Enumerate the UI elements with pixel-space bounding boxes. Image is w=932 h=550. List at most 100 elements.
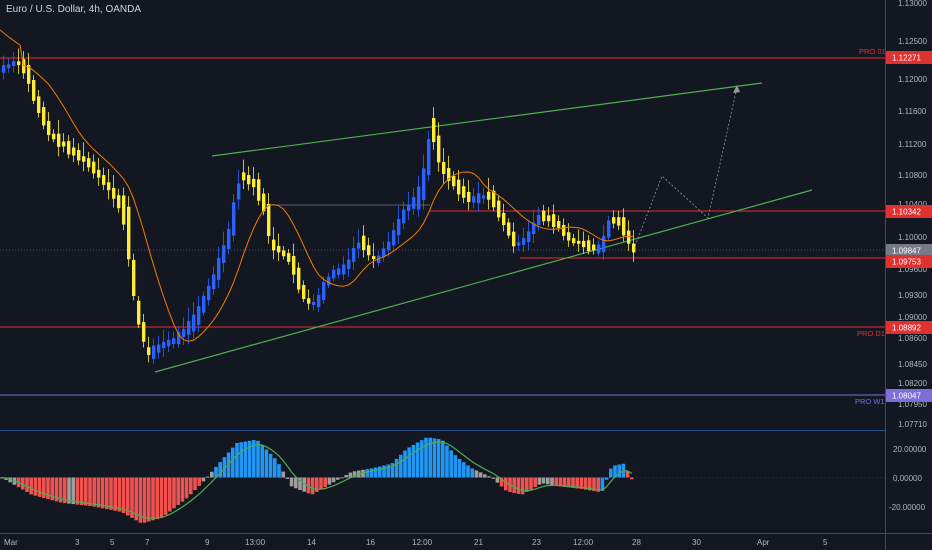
histogram-bar bbox=[210, 471, 214, 478]
histogram-bar bbox=[306, 477, 311, 494]
candle-body bbox=[67, 141, 71, 155]
histogram-bar bbox=[247, 440, 252, 478]
time-tick: 5 bbox=[110, 538, 115, 547]
histogram-bar bbox=[126, 477, 130, 516]
histogram-bar bbox=[231, 447, 235, 478]
candle-body bbox=[417, 186, 421, 210]
candle-body bbox=[77, 150, 81, 161]
level-name-pro-w1: PRO W1 bbox=[855, 397, 885, 406]
candle-body bbox=[252, 178, 256, 188]
candle-body bbox=[27, 64, 31, 84]
histogram-bar bbox=[117, 477, 122, 512]
histogram-bar bbox=[495, 477, 500, 483]
histogram-bar bbox=[218, 462, 222, 478]
histogram-bar bbox=[541, 477, 546, 484]
time-axis[interactable]: Mar 3 5 7 9 13:00 14 16 12:00 21 23 12:0… bbox=[4, 538, 828, 547]
candle-body bbox=[367, 245, 371, 256]
histogram-bar bbox=[516, 477, 521, 494]
indicator-axis[interactable]: 20.00000 0.00000 -20.00000 bbox=[889, 445, 927, 512]
histogram-bar bbox=[390, 463, 395, 478]
candle-body bbox=[122, 195, 126, 225]
histogram-bar bbox=[142, 477, 147, 523]
candle-body bbox=[137, 300, 141, 325]
candle-body bbox=[327, 276, 331, 286]
candle-body bbox=[527, 231, 531, 242]
upper-trendline[interactable] bbox=[211, 82, 763, 157]
histogram-bar bbox=[109, 477, 113, 510]
histogram-bar bbox=[243, 441, 248, 478]
histogram-bar bbox=[54, 477, 59, 502]
lower-trendline[interactable] bbox=[154, 189, 813, 373]
candle-body bbox=[2, 65, 6, 73]
candle-body bbox=[197, 306, 201, 325]
histogram-bar bbox=[264, 449, 269, 478]
histogram-bar bbox=[352, 471, 357, 478]
price-tick: 1.10000 bbox=[898, 233, 927, 242]
histogram-bar bbox=[441, 440, 445, 478]
candle-body bbox=[602, 235, 606, 253]
indicator-tick: 20.00000 bbox=[893, 445, 927, 454]
candle-body bbox=[302, 285, 306, 299]
histogram-bar bbox=[193, 477, 197, 491]
candle-body bbox=[307, 298, 311, 304]
histogram-bar bbox=[323, 477, 327, 488]
candle-body bbox=[372, 256, 376, 260]
histogram-bar bbox=[159, 477, 164, 518]
histogram-bar bbox=[596, 477, 600, 492]
histogram-bar bbox=[529, 477, 533, 490]
projection-path[interactable] bbox=[634, 86, 738, 247]
histogram-bar bbox=[625, 471, 630, 478]
time-tick: 14 bbox=[307, 538, 316, 547]
histogram-bar bbox=[445, 445, 449, 478]
candle-body bbox=[147, 347, 151, 356]
candle-body bbox=[322, 282, 326, 300]
candle-body bbox=[452, 175, 456, 187]
histogram-bar bbox=[504, 477, 508, 491]
histogram-bar bbox=[449, 450, 453, 478]
candle-body bbox=[102, 175, 106, 185]
histogram-bar bbox=[466, 465, 470, 478]
histogram-bar bbox=[327, 477, 332, 485]
price-tick: 1.07950 bbox=[898, 400, 927, 409]
candle-body bbox=[47, 120, 51, 136]
candle-body bbox=[37, 96, 41, 113]
histogram-bar bbox=[571, 477, 575, 488]
candle-body bbox=[572, 238, 576, 244]
candle-body bbox=[267, 203, 271, 237]
histogram-bar bbox=[92, 477, 96, 507]
histogram-bar bbox=[415, 442, 420, 478]
candle-body bbox=[312, 301, 316, 306]
histogram-bar bbox=[462, 462, 466, 478]
histogram-bar bbox=[592, 477, 596, 492]
candle-body bbox=[332, 269, 336, 279]
histogram-bar bbox=[483, 474, 487, 478]
histogram-bar bbox=[239, 442, 243, 478]
histogram-bar bbox=[205, 476, 210, 478]
price-axis[interactable]: 1.13000 1.12500 1.12000 1.11600 1.11200 … bbox=[898, 0, 927, 429]
histogram-bar bbox=[373, 467, 378, 478]
histogram-bar bbox=[260, 445, 264, 478]
histogram-bar bbox=[562, 477, 567, 488]
histogram-bar bbox=[151, 477, 155, 521]
candle-body bbox=[397, 219, 401, 236]
candle-body bbox=[62, 141, 66, 147]
histogram-bar bbox=[42, 477, 46, 498]
candle-body bbox=[152, 345, 156, 359]
level-tag-current: 1.09847 bbox=[892, 247, 921, 256]
histogram-bar bbox=[432, 438, 437, 478]
price-tick: 1.10400 bbox=[898, 200, 927, 209]
indicator-signal-line bbox=[1, 441, 633, 519]
histogram-bar bbox=[155, 477, 159, 520]
price-tick: 1.08200 bbox=[898, 379, 927, 388]
candle-body bbox=[517, 242, 521, 246]
candle-body bbox=[547, 215, 551, 222]
candle-body bbox=[82, 156, 86, 162]
histogram-bar bbox=[88, 477, 92, 507]
histogram-bar bbox=[336, 477, 340, 480]
price-tick: 1.12500 bbox=[898, 37, 927, 46]
candle-body bbox=[187, 321, 191, 335]
histogram-bar bbox=[491, 477, 495, 479]
candle-body bbox=[357, 242, 361, 249]
time-tick: 13:00 bbox=[245, 538, 266, 547]
